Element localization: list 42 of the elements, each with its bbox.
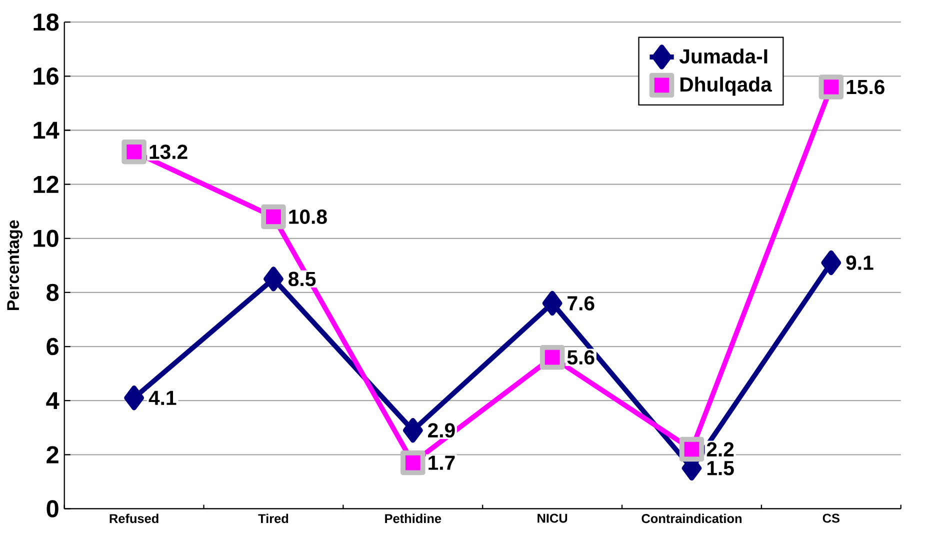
data-label: 9.1 (846, 256, 874, 270)
data-label: 7.6 (568, 296, 594, 310)
y-tick-label: 10 (34, 230, 58, 248)
point (400, 450, 426, 476)
y-tick-label: 4 (46, 392, 60, 410)
x-tick-label: Pethidine (385, 514, 442, 524)
x-tick-label: Refused (110, 514, 158, 524)
y-tick-label: 8 (46, 284, 59, 302)
data-label: 4.1 (148, 390, 176, 405)
data-label: 10.8 (289, 210, 327, 224)
x-tick-label: Contraindication (642, 514, 742, 524)
point (679, 436, 704, 462)
y-tick-label: 2 (46, 446, 58, 464)
y-tick-label: 12 (34, 176, 58, 193)
y-tick-label: 6 (46, 338, 58, 356)
data-label: 5.6 (567, 350, 594, 365)
data-label: 1.7 (428, 456, 455, 470)
data-label: 2.9 (428, 423, 455, 438)
point (261, 204, 286, 230)
data-label: 13.2 (150, 144, 188, 160)
point (124, 386, 144, 410)
y-tick-label: 0 (46, 500, 58, 518)
y-tick-label: 16 (34, 68, 58, 85)
data-label: 1.5 (707, 461, 734, 476)
x-tick-label: NICU (538, 514, 568, 523)
x-tick-label: Tired (258, 514, 288, 524)
y-axis-title: Percentage (7, 220, 22, 310)
x-tick-label: CS (822, 514, 840, 523)
point (403, 418, 423, 443)
point (264, 266, 284, 292)
point (540, 344, 565, 370)
data-label: 8.5 (288, 272, 316, 286)
y-tick-label: 14 (34, 122, 60, 139)
point (818, 74, 844, 100)
point (821, 250, 842, 276)
point (542, 290, 562, 316)
point (122, 140, 146, 164)
data-label: 2.2 (706, 442, 734, 456)
legend-label: Dhulqada (680, 76, 772, 96)
legend-label: Jumada-I (679, 48, 768, 64)
data-label: 15.6 (846, 80, 884, 94)
y-tick-label: 18 (34, 13, 59, 31)
